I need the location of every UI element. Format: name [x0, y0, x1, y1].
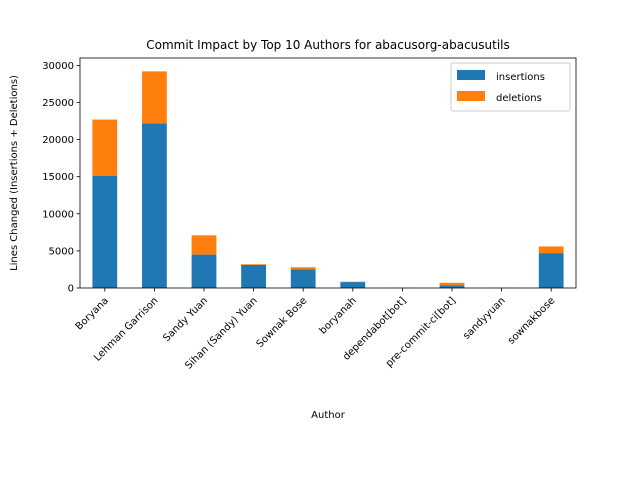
bar-insertions-9	[538, 253, 564, 288]
bar-insertions-0	[92, 175, 118, 288]
bar-insertions-1	[142, 123, 167, 289]
y-tick-label: 20000	[42, 135, 74, 146]
x-tick-label: sownakbose	[506, 295, 557, 346]
legend-label-deletions: deletions	[496, 93, 542, 104]
x-tick-label: Sownak Bose	[255, 295, 310, 350]
bar-insertions-3	[241, 265, 266, 288]
x-tick-label: Boryana	[74, 295, 111, 332]
legend: insertions deletions	[450, 62, 571, 112]
legend-label-insertions: insertions	[496, 72, 545, 83]
legend-swatch-insertions	[457, 70, 485, 80]
bar-deletions-7	[439, 282, 465, 286]
y-tick-label: 10000	[42, 209, 74, 220]
bar-insertions-2	[191, 254, 217, 288]
bar-insertions-4	[290, 269, 316, 288]
y-tick-label: 5000	[49, 246, 74, 257]
x-tick-label: sandyyuan	[461, 295, 507, 341]
chart-title: Commit Impact by Top 10 Authors for abac…	[146, 38, 510, 52]
bar-insertions-5	[340, 282, 366, 288]
x-axis-label: Author	[311, 410, 346, 421]
y-axis-label: Lines Changed (Insertions + Deletions)	[9, 75, 20, 271]
x-tick-label: Sandy Yuan	[161, 295, 210, 344]
legend-swatch-deletions	[457, 91, 485, 101]
y-tick-label: 25000	[42, 98, 74, 109]
y-tick-label: 15000	[42, 172, 74, 183]
bar-deletions-3	[241, 264, 266, 265]
plot-frame	[79, 57, 577, 289]
bar-insertions-7	[439, 285, 465, 288]
bar-deletions-9	[538, 246, 564, 254]
bar-deletions-2	[191, 235, 217, 255]
bar-deletions-4	[290, 267, 316, 270]
y-tick-label: 30000	[42, 61, 74, 72]
x-tick-label: boryanah	[318, 295, 359, 336]
bar-deletions-1	[142, 71, 167, 124]
bar-deletions-0	[92, 119, 118, 176]
y-tick-label: 0	[68, 284, 74, 295]
y-axis: 0 5000 10000 15000 20000 25000 30000	[42, 61, 80, 295]
bars-layer	[92, 71, 564, 289]
